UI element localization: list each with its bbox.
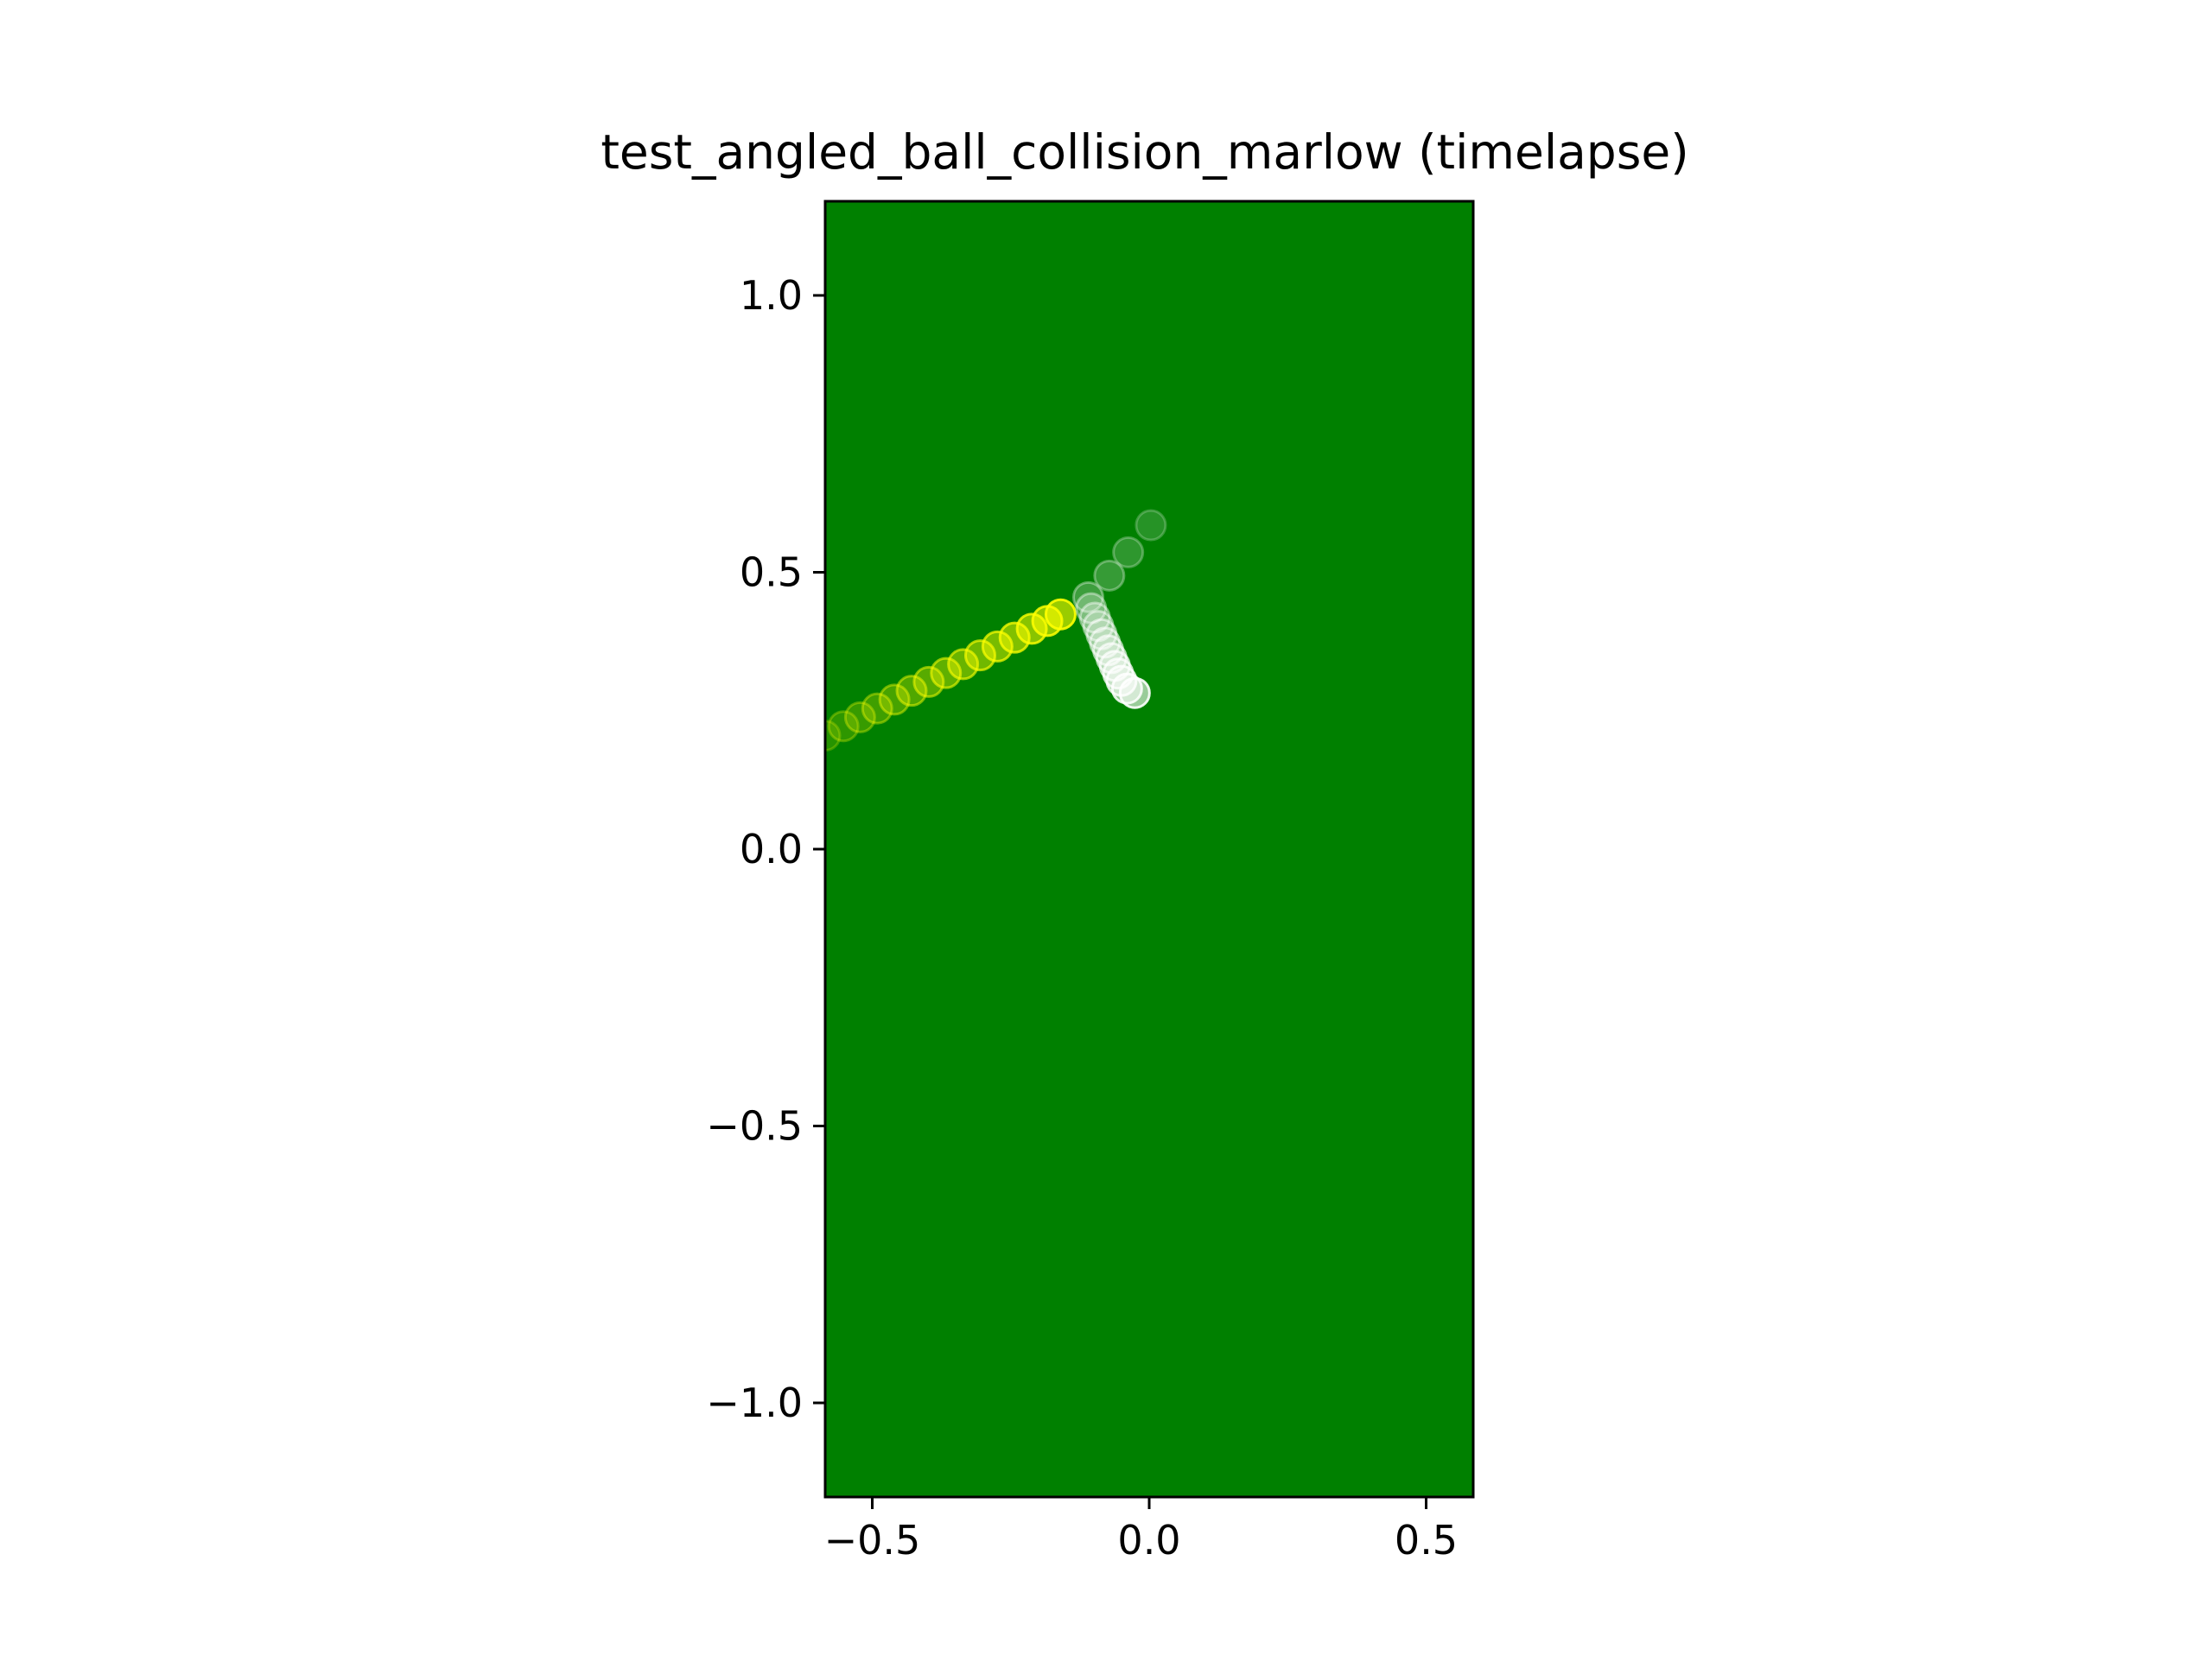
- ball-marker-series-1: [1112, 536, 1145, 568]
- y-tick-label: 0.5: [740, 549, 803, 595]
- ball-marker-series-1: [1093, 559, 1126, 592]
- x-tick-label: −0.5: [824, 1517, 921, 1564]
- ball-marker-series-0: [825, 720, 842, 752]
- ball-marker-series-1: [1118, 676, 1151, 709]
- x-tick-label: 0.0: [1117, 1517, 1180, 1564]
- ball-marker-series-0: [878, 683, 911, 716]
- y-tick-label: 0.0: [740, 826, 803, 872]
- ball-marker-series-0: [861, 692, 893, 725]
- ball-marker-series-0: [843, 701, 876, 733]
- y-tick-label: 1.0: [740, 272, 803, 319]
- ball-marker-series-1: [1135, 509, 1167, 542]
- plot-area: [825, 201, 1473, 1497]
- ball-marker-series-0: [1044, 598, 1077, 631]
- y-axis: 1.0 0.5 0.0 −0.5 −1.0: [706, 272, 825, 1426]
- chart-title: test_angled_ball_collision_marlow (timel…: [601, 124, 1688, 180]
- y-tick-label: −1.0: [706, 1380, 803, 1426]
- markers-layer: [825, 509, 1167, 752]
- ball-marker-series-0: [912, 665, 945, 698]
- ball-marker-series-1: [1071, 580, 1104, 613]
- ball-marker-series-0: [947, 648, 980, 681]
- y-tick-label: −0.5: [706, 1103, 803, 1150]
- ball-marker-series-0: [827, 710, 860, 743]
- ball-marker-series-0: [963, 639, 996, 672]
- ball-marker-series-0: [930, 657, 963, 689]
- x-axis: −0.5 0.0 0.5: [824, 1497, 1458, 1564]
- x-tick-label: 0.5: [1395, 1517, 1458, 1564]
- ball-marker-series-0: [895, 675, 928, 707]
